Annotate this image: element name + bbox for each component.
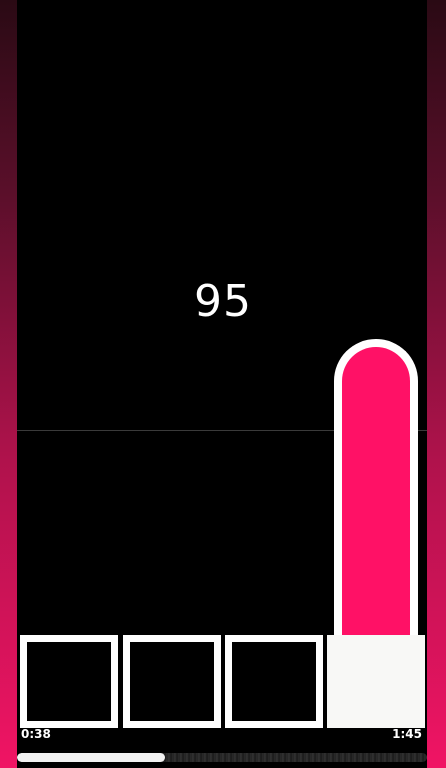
hold-note-lane-4[interactable] xyxy=(334,339,418,639)
lane-1-tile[interactable] xyxy=(20,635,118,728)
lane-2-tile[interactable] xyxy=(123,635,221,728)
lane-3-tile[interactable] xyxy=(225,635,323,728)
hit-line xyxy=(17,430,427,431)
total-time: 1:45 xyxy=(392,727,422,741)
left-edge-glow xyxy=(0,0,17,768)
score-counter: 95 xyxy=(194,276,252,327)
lane-4-tile-pressed[interactable] xyxy=(327,635,425,728)
song-progress-fill xyxy=(17,753,165,762)
right-edge-glow xyxy=(427,0,446,768)
song-progress-bar[interactable] xyxy=(17,753,427,762)
elapsed-time: 0:38 xyxy=(21,727,51,741)
